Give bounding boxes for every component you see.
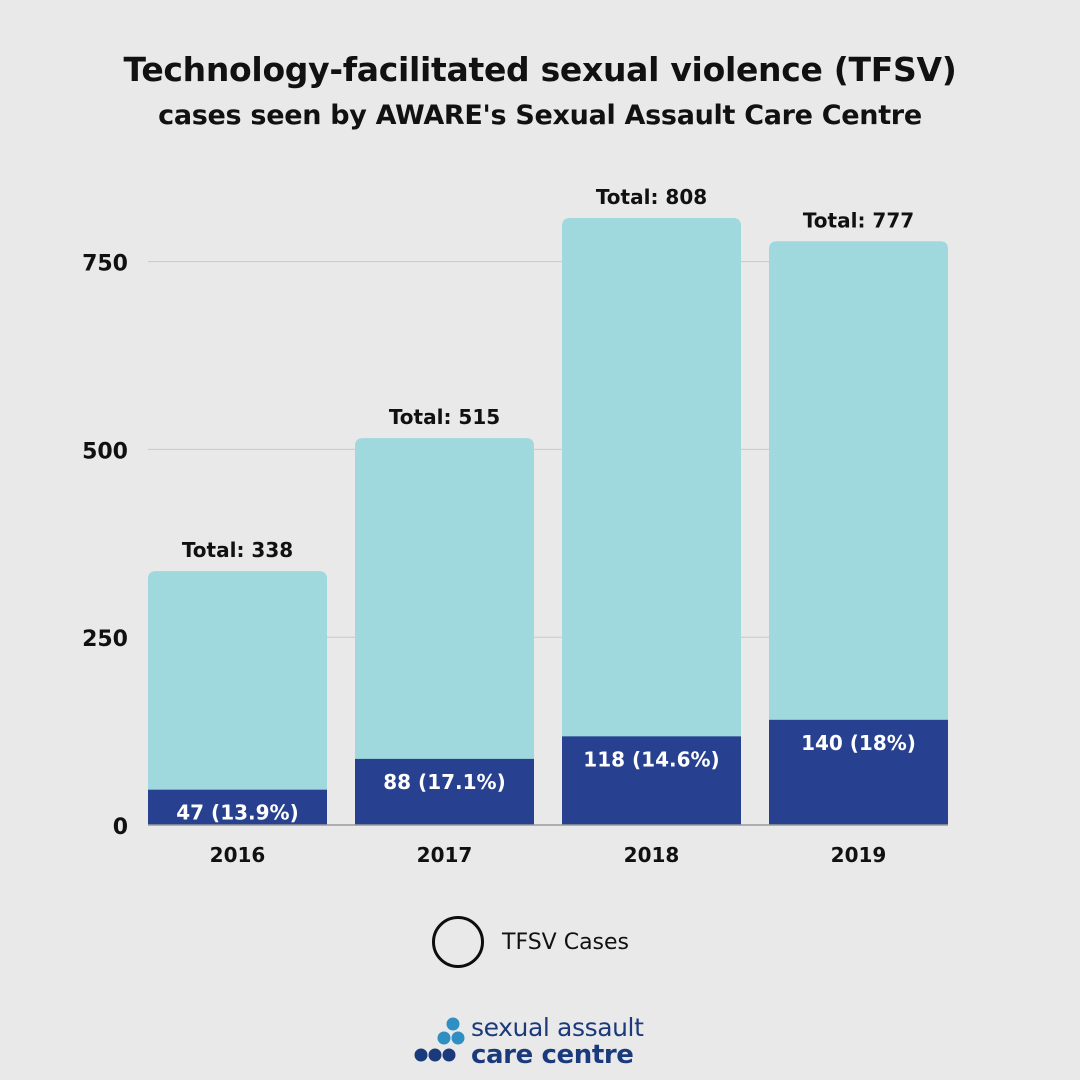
x-tick-label-2016: 2016 xyxy=(210,843,266,867)
legend: TFSV Cases xyxy=(432,914,629,970)
y-tick-label-0: 0 xyxy=(113,815,128,840)
total-label-2019: Total: 777 xyxy=(803,208,914,232)
x-tick-label-2018: 2018 xyxy=(624,843,680,867)
y-tick-label-250: 250 xyxy=(82,627,128,652)
tfsv-bar-2018 xyxy=(562,736,741,825)
tfsv-label-2017: 88 (17.1%) xyxy=(383,770,505,794)
bar-chart: 0 250 500 750 Total: 338 47 (13.9%) 2016 Total:… xyxy=(82,185,948,867)
legend-swatch-tfsv xyxy=(432,916,484,968)
x-tick-label-2019: 2019 xyxy=(831,843,887,867)
total-label-2017: Total: 515 xyxy=(389,405,500,429)
total-bar-2016 xyxy=(148,571,327,825)
chart-subtitle: cases seen by AWARE's Sexual Assault Car… xyxy=(158,100,922,131)
total-bar-2018 xyxy=(562,218,741,825)
logo-text-line1: sexual assault xyxy=(471,1012,644,1042)
y-tick-label-750: 750 xyxy=(82,252,128,277)
sacc-logo: sexual assault care centre xyxy=(413,1013,644,1069)
tfsv-bar-2016 xyxy=(148,789,327,825)
tfsv-label-2016: 47 (13.9%) xyxy=(176,801,298,825)
legend-label-tfsv: TFSV Cases xyxy=(502,929,630,955)
tfsv-label-2018: 118 (14.6%) xyxy=(583,747,719,771)
logo-dots-icon xyxy=(414,1017,465,1062)
total-bar-2017 xyxy=(355,438,534,825)
total-label-2016: Total: 338 xyxy=(182,538,293,562)
chart-title: Technology-facilitated sexual violence (… xyxy=(123,50,957,89)
total-bar-2019 xyxy=(769,241,948,826)
x-tick-label-2017: 2017 xyxy=(417,843,473,867)
total-label-2018: Total: 808 xyxy=(596,185,707,209)
tfsv-bar-2019 xyxy=(769,719,948,825)
tfsv-label-2019: 140 (18%) xyxy=(801,731,916,755)
logo-text-line2: care centre xyxy=(471,1039,634,1070)
tfsv-bar-2017 xyxy=(355,758,534,825)
y-tick-label-500: 500 xyxy=(82,439,128,464)
